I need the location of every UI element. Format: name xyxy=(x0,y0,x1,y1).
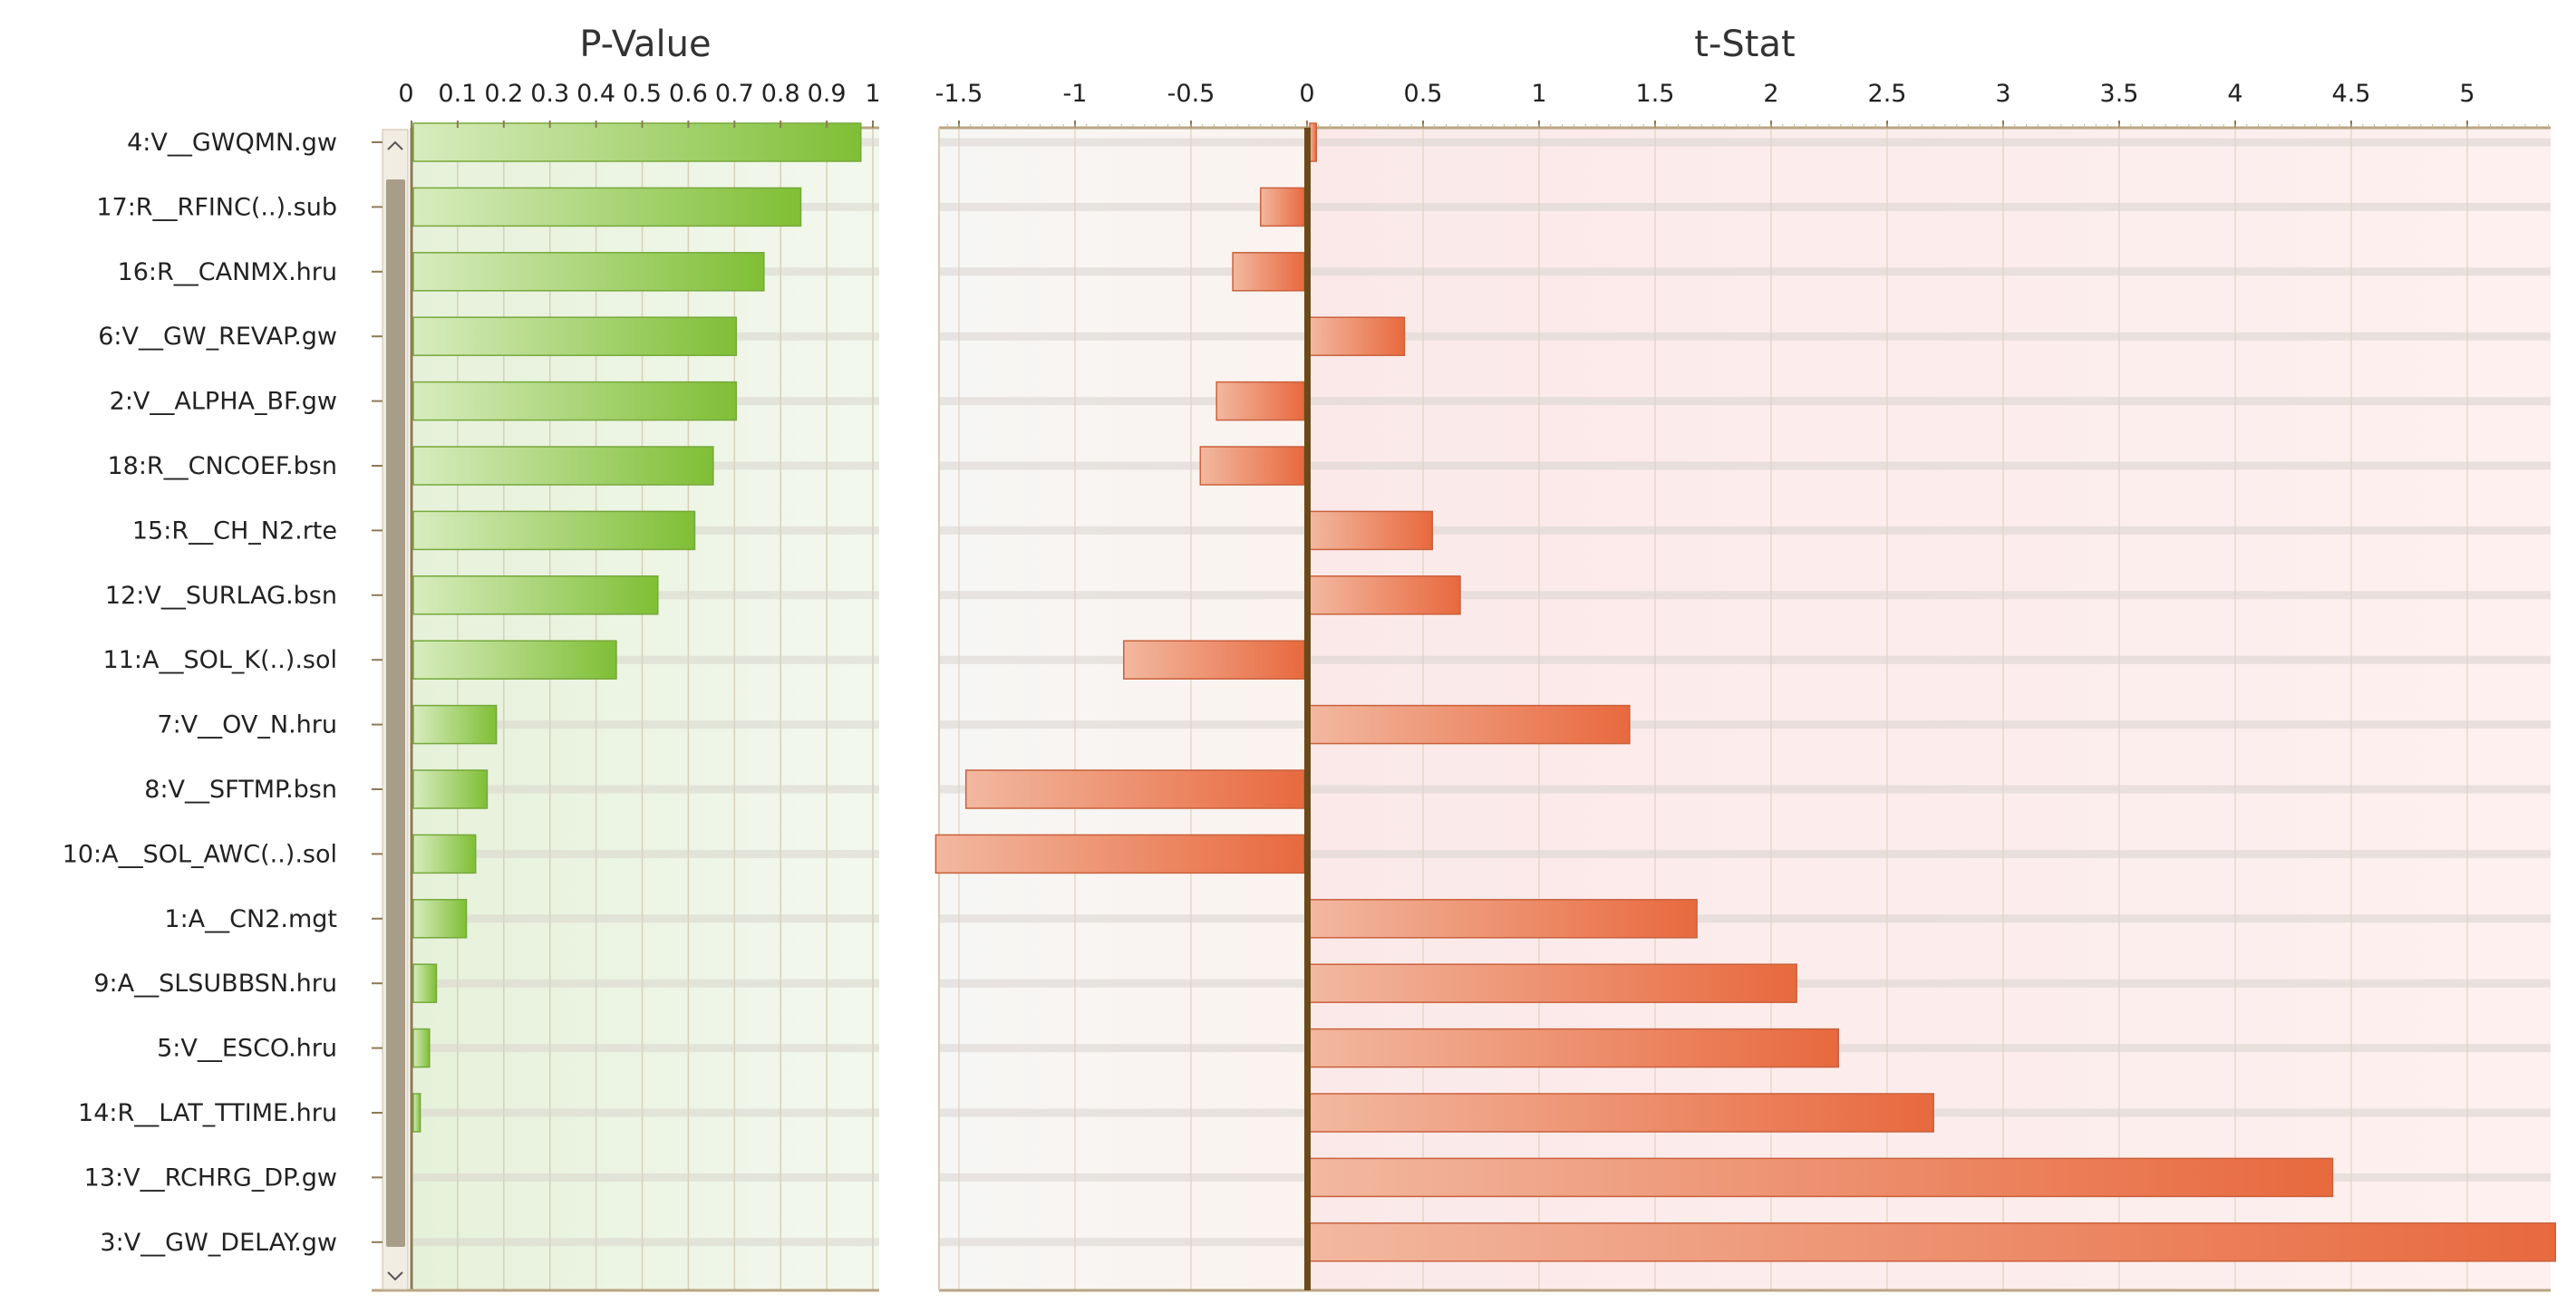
tstat-tick-label: -1.5 xyxy=(935,80,983,108)
pvalue-tick-label: 1 xyxy=(865,80,880,108)
pvalue-bar xyxy=(412,769,489,809)
tstat-bar xyxy=(1309,316,1406,356)
parameter-label: 10:A__SOL_AWC(..).sol xyxy=(63,840,337,868)
tstat-bar xyxy=(1309,122,1317,162)
pvalue-bar xyxy=(412,575,659,615)
tstat-bar xyxy=(1309,510,1433,551)
parameter-label: 17:R__RFINC(..).sub xyxy=(96,193,337,221)
tstat-zero-line xyxy=(1304,128,1311,1290)
tstat-bar xyxy=(1309,1028,1839,1068)
scroll-up-icon[interactable] xyxy=(387,140,403,150)
pvalue-bar xyxy=(412,834,477,874)
pvalue-tick-label: 0.8 xyxy=(761,80,800,108)
parameter-label: 13:V__RCHRG_DP.gw xyxy=(84,1163,337,1192)
pvalue-bar xyxy=(412,381,738,421)
pvalue-tick-label: 0.2 xyxy=(484,80,523,108)
tstat-tick-label: 2.5 xyxy=(1868,80,1907,108)
tstat-tick-label: 4 xyxy=(2227,80,2242,108)
tstat-tick-label: -0.5 xyxy=(1167,80,1215,108)
parameter-label: 11:A__SOL_K(..).sol xyxy=(103,646,337,674)
tstat-bar xyxy=(1260,187,1305,227)
tstat-tick-label: -1 xyxy=(1063,80,1088,108)
tstat-bars xyxy=(935,122,2557,1262)
parameter-label: 18:R__CNCOEF.bsn xyxy=(107,452,337,480)
pvalue-bar xyxy=(412,187,802,227)
tstat-tick-label: 1.5 xyxy=(1636,80,1675,108)
parameter-label: 9:A__SLSUBBSN.hru xyxy=(93,970,337,998)
pvalue-bar xyxy=(412,122,862,162)
pvalue-bar xyxy=(412,1028,431,1068)
pvalue-bar xyxy=(412,446,714,486)
parameter-label: 1:A__CN2.mgt xyxy=(164,905,337,933)
tstat-bar xyxy=(1215,381,1305,421)
pvalue-bar xyxy=(412,704,498,745)
pvalue-bar xyxy=(412,316,738,356)
tstat-tick-labels: -1.5 -1 -0.5 0 0.5 1 1.5 2 2.5 3 3.5 4 4.5 5 xyxy=(935,80,2475,108)
tstat-tick-label: 5 xyxy=(2459,80,2474,108)
tstat-bar xyxy=(1309,704,1631,745)
pvalue-bar xyxy=(412,640,617,680)
tstat-bar xyxy=(1309,899,1698,939)
pvalue-tick-marks xyxy=(411,121,874,128)
row-guide-lines xyxy=(412,138,2551,1247)
pvalue-bar xyxy=(412,1093,421,1133)
pvalue-tick-label: 0.6 xyxy=(669,80,708,108)
pvalue-tick-label: 0.5 xyxy=(623,80,662,108)
pvalue-tick-label: 0 xyxy=(398,80,413,108)
pvalue-tick-label: 0.9 xyxy=(808,80,847,108)
parameter-label: 2:V__ALPHA_BF.gw xyxy=(110,388,337,416)
parameter-label: 14:R__LAT_TTIME.hru xyxy=(78,1099,337,1127)
tstat-tick-label: 4.5 xyxy=(2332,80,2371,108)
pvalue-tick-labels: 0 0.1 0.2 0.3 0.4 0.5 0.6 0.7 0.8 0.9 1 xyxy=(398,80,880,108)
pvalue-bar xyxy=(412,252,765,292)
pvalue-bars xyxy=(412,122,862,1133)
parameter-label: 16:R__CANMX.hru xyxy=(118,258,337,286)
tstat-tick-marks xyxy=(946,121,2550,128)
vertical-scrollbar[interactable] xyxy=(382,129,409,1290)
tstat-tick-label: 3 xyxy=(1995,80,2010,108)
pvalue-title: P-Value xyxy=(579,24,711,65)
parameter-label: 15:R__CH_N2.rte xyxy=(132,517,337,545)
tstat-bar xyxy=(1309,963,1797,1003)
tstat-tick-label: 0 xyxy=(1299,80,1314,108)
tstat-bar xyxy=(964,769,1305,809)
parameter-label: 3:V__GW_DELAY.gw xyxy=(100,1229,337,1257)
parameter-label: 12:V__SURLAG.bsn xyxy=(105,582,337,610)
tstat-tick-label: 2 xyxy=(1763,80,1778,108)
scroll-down-icon[interactable] xyxy=(387,1271,403,1281)
pvalue-tick-label: 0.7 xyxy=(715,80,754,108)
parameter-label: 6:V__GW_REVAP.gw xyxy=(98,323,337,351)
pvalue-tick-label: 0.4 xyxy=(576,80,615,108)
tstat-negative-area xyxy=(939,128,1308,1290)
tstat-bar xyxy=(1309,1222,2557,1262)
parameter-label: 8:V__SFTMP.bsn xyxy=(144,776,337,804)
pvalue-bar xyxy=(412,899,468,939)
tstat-bar xyxy=(1199,446,1305,486)
tstat-bar xyxy=(1309,1157,2334,1198)
tstat-bar xyxy=(1232,252,1305,292)
pvalue-tick-label: 0.3 xyxy=(530,80,569,108)
pvalue-bar xyxy=(412,963,438,1003)
tstat-tick-label: 1 xyxy=(1531,80,1546,108)
pvalue-bar xyxy=(412,510,696,551)
tstat-bar xyxy=(1309,1093,1934,1133)
pvalue-tick-label: 0.1 xyxy=(438,80,477,108)
tstat-bar xyxy=(1309,575,1461,615)
tstat-title: t-Stat xyxy=(1694,24,1795,65)
parameter-label: 5:V__ESCO.hru xyxy=(157,1035,337,1063)
tstat-bar xyxy=(935,834,1305,874)
tstat-tick-label: 3.5 xyxy=(2100,80,2139,108)
tstat-tick-label: 0.5 xyxy=(1404,80,1443,108)
parameter-label: 7:V__OV_N.hru xyxy=(157,711,337,739)
tstat-bar xyxy=(1123,640,1305,680)
parameter-labels: 4:V__GWQMN.gw 17:R__RFINC(..).sub 16:R__CA… xyxy=(63,129,383,1257)
parameter-label: 4:V__GWQMN.gw xyxy=(127,129,337,157)
scrollbar-thumb[interactable] xyxy=(386,179,405,1247)
